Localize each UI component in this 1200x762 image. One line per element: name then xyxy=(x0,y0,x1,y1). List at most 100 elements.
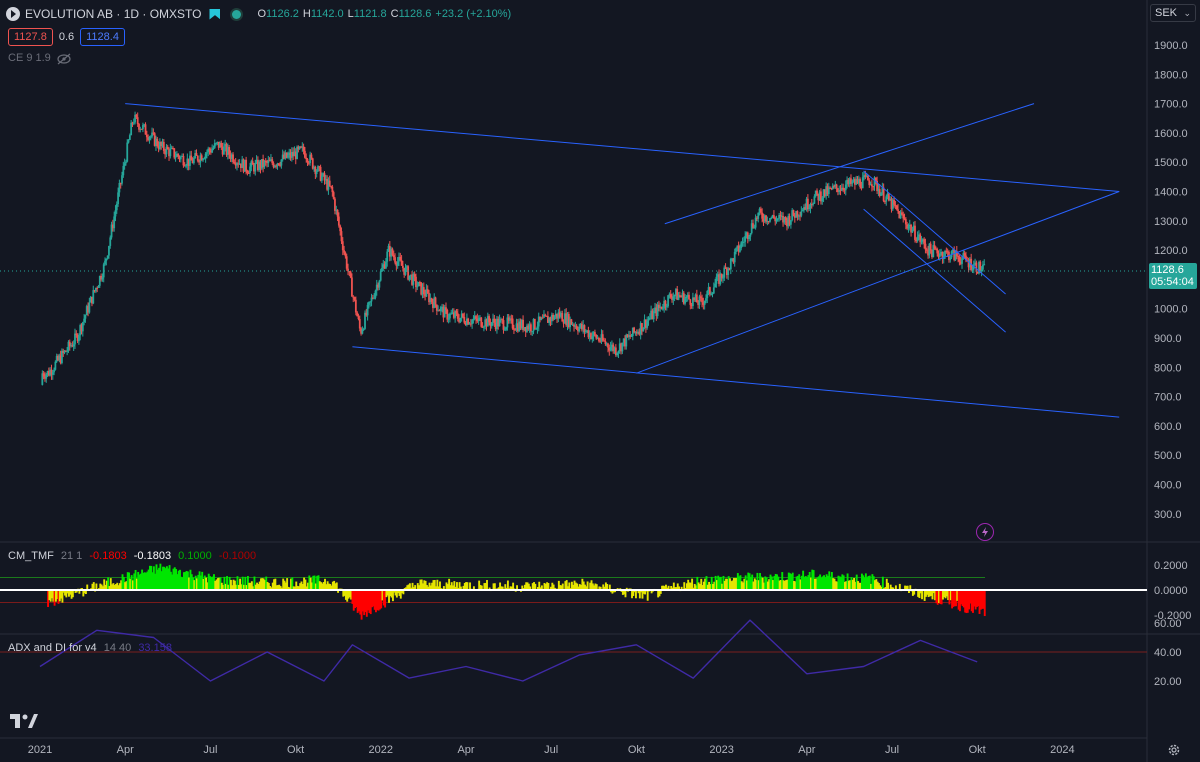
logo-arrow-icon[interactable] xyxy=(6,7,20,21)
ask-button[interactable]: 1128.4 xyxy=(80,28,125,46)
candle-body xyxy=(855,179,858,185)
tmf-bar xyxy=(781,572,784,591)
trendline[interactable] xyxy=(125,103,1120,192)
price-tick-label: 1800.0 xyxy=(1154,69,1188,81)
candle-body xyxy=(575,325,578,329)
tmf-bar xyxy=(680,586,683,591)
adx-legend[interactable]: ADX and DI for v4 14 40 33.158 xyxy=(8,642,172,654)
tmf-bar xyxy=(925,590,927,597)
tmf-bar xyxy=(887,582,890,591)
candle-body xyxy=(458,318,460,323)
candle-body xyxy=(135,114,138,118)
tmf-bar xyxy=(103,579,106,591)
candle-body xyxy=(76,334,79,342)
trendline[interactable] xyxy=(863,208,1006,333)
tmf-bar xyxy=(608,584,611,591)
tmf-bar xyxy=(676,583,679,591)
last-price-value: 1128.6 xyxy=(1151,264,1184,277)
symbol-title[interactable]: EVOLUTION AB · 1D · OMXSTO xyxy=(25,7,202,21)
tradingview-logo-icon[interactable] xyxy=(10,712,38,730)
tmf-bar xyxy=(734,578,737,591)
candle-body xyxy=(728,268,731,270)
trendline[interactable] xyxy=(664,103,1035,225)
candle-body xyxy=(226,147,229,155)
tmf-bar xyxy=(453,581,456,591)
tmf-bar xyxy=(226,576,228,591)
candle-body xyxy=(194,153,197,159)
tmf-tick-label: 0.2000 xyxy=(1154,560,1188,572)
candle-body xyxy=(625,334,628,347)
tmf-bar xyxy=(437,586,440,591)
candle-body xyxy=(975,262,978,272)
candle-body xyxy=(955,250,958,256)
adx-plot xyxy=(0,619,1147,682)
candle-body xyxy=(646,320,649,328)
candle-body xyxy=(951,249,954,252)
candle-body xyxy=(128,135,131,140)
tmf-bar xyxy=(704,578,707,591)
tmf-bar xyxy=(945,590,948,597)
flag-icon[interactable] xyxy=(209,8,221,20)
tmf-bar xyxy=(593,585,596,591)
tmf-legend[interactable]: CM_TMF 21 1 -0.1803 -0.1803 0.1000 -0.10… xyxy=(8,550,256,562)
candle-body xyxy=(247,172,250,174)
ce-indicator-legend[interactable]: CE 9 1.9 xyxy=(8,52,71,65)
candle-body xyxy=(54,361,57,370)
candle-body xyxy=(834,184,837,187)
candle-body xyxy=(139,128,142,130)
candle-body xyxy=(544,314,547,316)
trendline[interactable] xyxy=(636,191,1120,374)
tmf-bar xyxy=(791,572,794,591)
candle-body xyxy=(63,350,66,353)
candle-body xyxy=(650,310,653,318)
candle-body xyxy=(791,210,794,221)
candle-body xyxy=(894,204,897,206)
candle-body xyxy=(162,141,165,151)
tmf-bar xyxy=(53,590,56,606)
tmf-bar xyxy=(879,585,882,591)
tmf-bar xyxy=(918,590,921,599)
tmf-bar xyxy=(423,580,426,591)
settings-icon[interactable] xyxy=(1167,743,1181,757)
tmf-axis[interactable]: 0.2000 0.0000 -0.2000 xyxy=(1154,560,1191,622)
tmf-bar xyxy=(936,590,939,605)
bid-button[interactable]: 1127.8 xyxy=(8,28,53,46)
tmf-bar xyxy=(777,576,780,591)
candle-body xyxy=(793,215,796,218)
trendline[interactable] xyxy=(863,170,1006,295)
candle-body xyxy=(322,173,325,176)
tmf-bar xyxy=(60,590,63,599)
lightning-icon[interactable] xyxy=(976,523,994,541)
tmf-bar xyxy=(644,590,647,595)
candle-body xyxy=(421,287,424,295)
eye-off-icon[interactable] xyxy=(57,52,71,65)
tmf-bar xyxy=(561,583,564,591)
trendlines-layer[interactable] xyxy=(125,103,1120,418)
tmf-bar xyxy=(372,590,375,607)
candle-body xyxy=(288,152,291,156)
candle-body xyxy=(383,264,386,269)
candle-body xyxy=(518,321,521,332)
time-tick-label: Apr xyxy=(798,744,815,756)
tmf-bar xyxy=(348,590,351,598)
time-axis[interactable]: 2021 Apr Jul Okt 2022 Apr Jul Okt 2023 Apr Jul Okt 2… xyxy=(28,744,1075,756)
tmf-bar xyxy=(317,575,320,591)
tmf-bar xyxy=(435,586,438,591)
tmf-bar xyxy=(428,582,431,591)
candle-body xyxy=(941,252,944,259)
candle-body xyxy=(878,189,881,196)
currency-select[interactable]: SEK ⌄ xyxy=(1150,4,1196,22)
tmf-bar xyxy=(66,590,69,594)
trendline[interactable] xyxy=(352,346,1120,418)
tmf-bar xyxy=(386,590,389,596)
adx-axis[interactable]: 60.00 40.00 20.00 xyxy=(1154,618,1182,688)
tmf-bar xyxy=(864,573,867,591)
tmf-bar xyxy=(325,584,328,591)
tmf-bar xyxy=(621,590,624,595)
change-value: +23.2 (+2.10%) xyxy=(435,8,512,20)
tmf-bar xyxy=(180,576,183,591)
candle-body xyxy=(622,338,625,343)
tmf-bar xyxy=(846,573,849,591)
tmf-bar xyxy=(501,586,504,591)
